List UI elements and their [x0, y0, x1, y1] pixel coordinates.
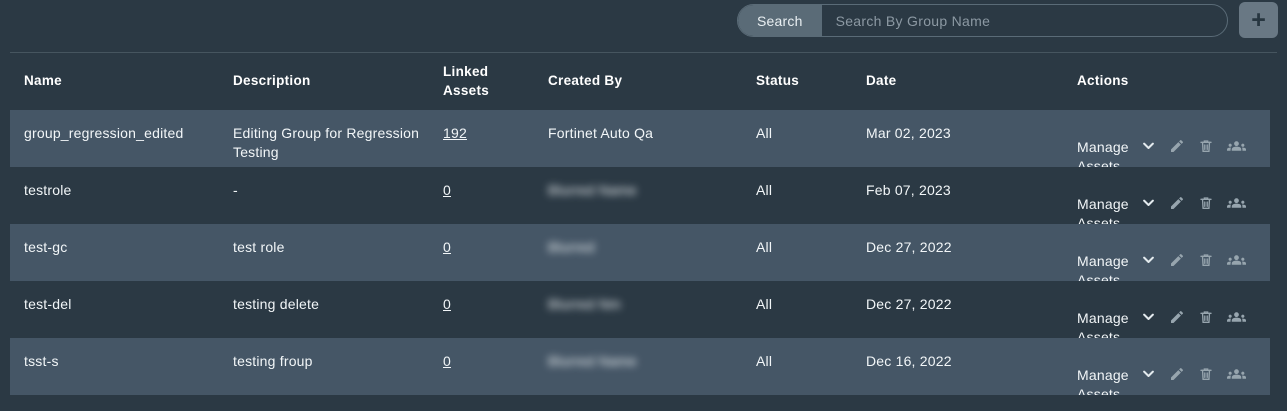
group-name-cell: group_regression_edited [24, 125, 184, 141]
status-cell: All [756, 125, 773, 141]
table-row: group_regression_edited Editing Group fo… [10, 110, 1270, 167]
search-input[interactable] [821, 5, 1227, 36]
table-row: tsst-s testing froup 0 Blurred Name All … [10, 338, 1270, 395]
description-cell: Editing Group for Regression Testing [233, 125, 420, 160]
row-action-icons [1141, 181, 1246, 224]
table-row: test-gc test role 0 Blurred All Dec 27, … [10, 224, 1270, 281]
date-cell: Dec 27, 2022 [866, 239, 952, 255]
delete-icon[interactable] [1198, 195, 1214, 211]
column-header-name: Name [24, 73, 62, 89]
status-cell: All [756, 182, 773, 198]
date-cell: Mar 02, 2023 [866, 125, 951, 141]
delete-icon[interactable] [1198, 252, 1214, 268]
linked-assets-link[interactable]: 0 [443, 353, 451, 369]
date-cell: Dec 16, 2022 [866, 353, 952, 369]
edit-icon[interactable] [1169, 366, 1185, 382]
chevron-down-icon[interactable] [1141, 138, 1156, 153]
row-action-icons [1141, 295, 1246, 338]
edit-icon[interactable] [1169, 138, 1185, 154]
actions-cell: Manage Assets [1077, 167, 1260, 224]
actions-cell: Manage Assets [1077, 224, 1260, 281]
linked-assets-link[interactable]: 0 [443, 182, 451, 198]
table-row: testrole - 0 Blurred Name All Feb 07, 20… [10, 167, 1270, 224]
manage-users-icon[interactable] [1227, 309, 1246, 325]
manage-assets-link[interactable]: Manage Assets [1077, 253, 1129, 281]
linked-assets-link[interactable]: 0 [443, 296, 451, 312]
actions-cell: Manage Assets [1077, 110, 1260, 167]
chevron-down-icon[interactable] [1141, 309, 1156, 324]
group-name-cell: tsst-s [24, 353, 59, 369]
created-by-cell: Blurred Name [548, 353, 637, 369]
edit-icon[interactable] [1169, 309, 1185, 325]
actions-cell: Manage Assets [1077, 338, 1260, 395]
date-cell: Dec 27, 2022 [866, 296, 952, 312]
description-cell: test role [233, 239, 285, 255]
column-header-status: Status [756, 73, 800, 89]
group-name-cell: testrole [24, 182, 72, 198]
manage-users-icon[interactable] [1227, 252, 1246, 268]
linked-assets-link[interactable]: 192 [443, 125, 467, 141]
status-cell: All [756, 239, 773, 255]
manage-assets-link[interactable]: Manage Assets [1077, 139, 1129, 167]
toolbar-divider [10, 52, 1277, 53]
row-action-icons [1141, 352, 1246, 395]
manage-users-icon[interactable] [1227, 366, 1246, 382]
search-control: Search [737, 4, 1228, 37]
chevron-down-icon[interactable] [1141, 195, 1156, 210]
chevron-down-icon[interactable] [1141, 366, 1156, 381]
description-cell: testing froup [233, 353, 313, 369]
groups-table: Name Description Linked Assets Created B… [10, 53, 1270, 395]
group-name-cell: test-del [24, 296, 72, 312]
linked-assets-link[interactable]: 0 [443, 239, 451, 255]
group-name-cell: test-gc [24, 239, 68, 255]
column-header-linked-assets: Linked Assets [443, 64, 490, 98]
chevron-down-icon[interactable] [1141, 252, 1156, 267]
created-by-cell: Fortinet Auto Qa [548, 125, 654, 141]
column-header-date: Date [866, 73, 897, 89]
created-by-cell: Blurred [548, 239, 595, 255]
top-toolbar: Search + [0, 0, 1287, 52]
delete-icon[interactable] [1198, 309, 1214, 325]
delete-icon[interactable] [1198, 138, 1214, 154]
manage-assets-link[interactable]: Manage Assets [1077, 367, 1129, 395]
created-by-cell: Blurred Name [548, 182, 637, 198]
actions-cell: Manage Assets [1077, 281, 1260, 338]
status-cell: All [756, 296, 773, 312]
table-row: test-del testing delete 0 Blurred Nm All… [10, 281, 1270, 338]
description-cell: - [233, 182, 238, 198]
created-by-cell: Blurred Nm [548, 296, 621, 312]
column-header-created-by: Created By [548, 73, 623, 89]
row-action-icons [1141, 238, 1246, 281]
edit-icon[interactable] [1169, 252, 1185, 268]
add-group-button[interactable]: + [1239, 2, 1278, 38]
delete-icon[interactable] [1198, 366, 1214, 382]
status-cell: All [756, 353, 773, 369]
description-cell: testing delete [233, 296, 320, 312]
column-header-description: Description [233, 73, 311, 89]
date-cell: Feb 07, 2023 [866, 182, 951, 198]
manage-users-icon[interactable] [1227, 138, 1246, 154]
manage-users-icon[interactable] [1227, 195, 1246, 211]
table-header-row: Name Description Linked Assets Created B… [10, 53, 1270, 110]
manage-assets-link[interactable]: Manage Assets [1077, 310, 1129, 338]
row-action-icons [1141, 124, 1246, 167]
column-header-actions: Actions [1077, 73, 1129, 89]
edit-icon[interactable] [1169, 195, 1185, 211]
search-button[interactable]: Search [738, 5, 822, 36]
manage-assets-link[interactable]: Manage Assets [1077, 196, 1129, 224]
